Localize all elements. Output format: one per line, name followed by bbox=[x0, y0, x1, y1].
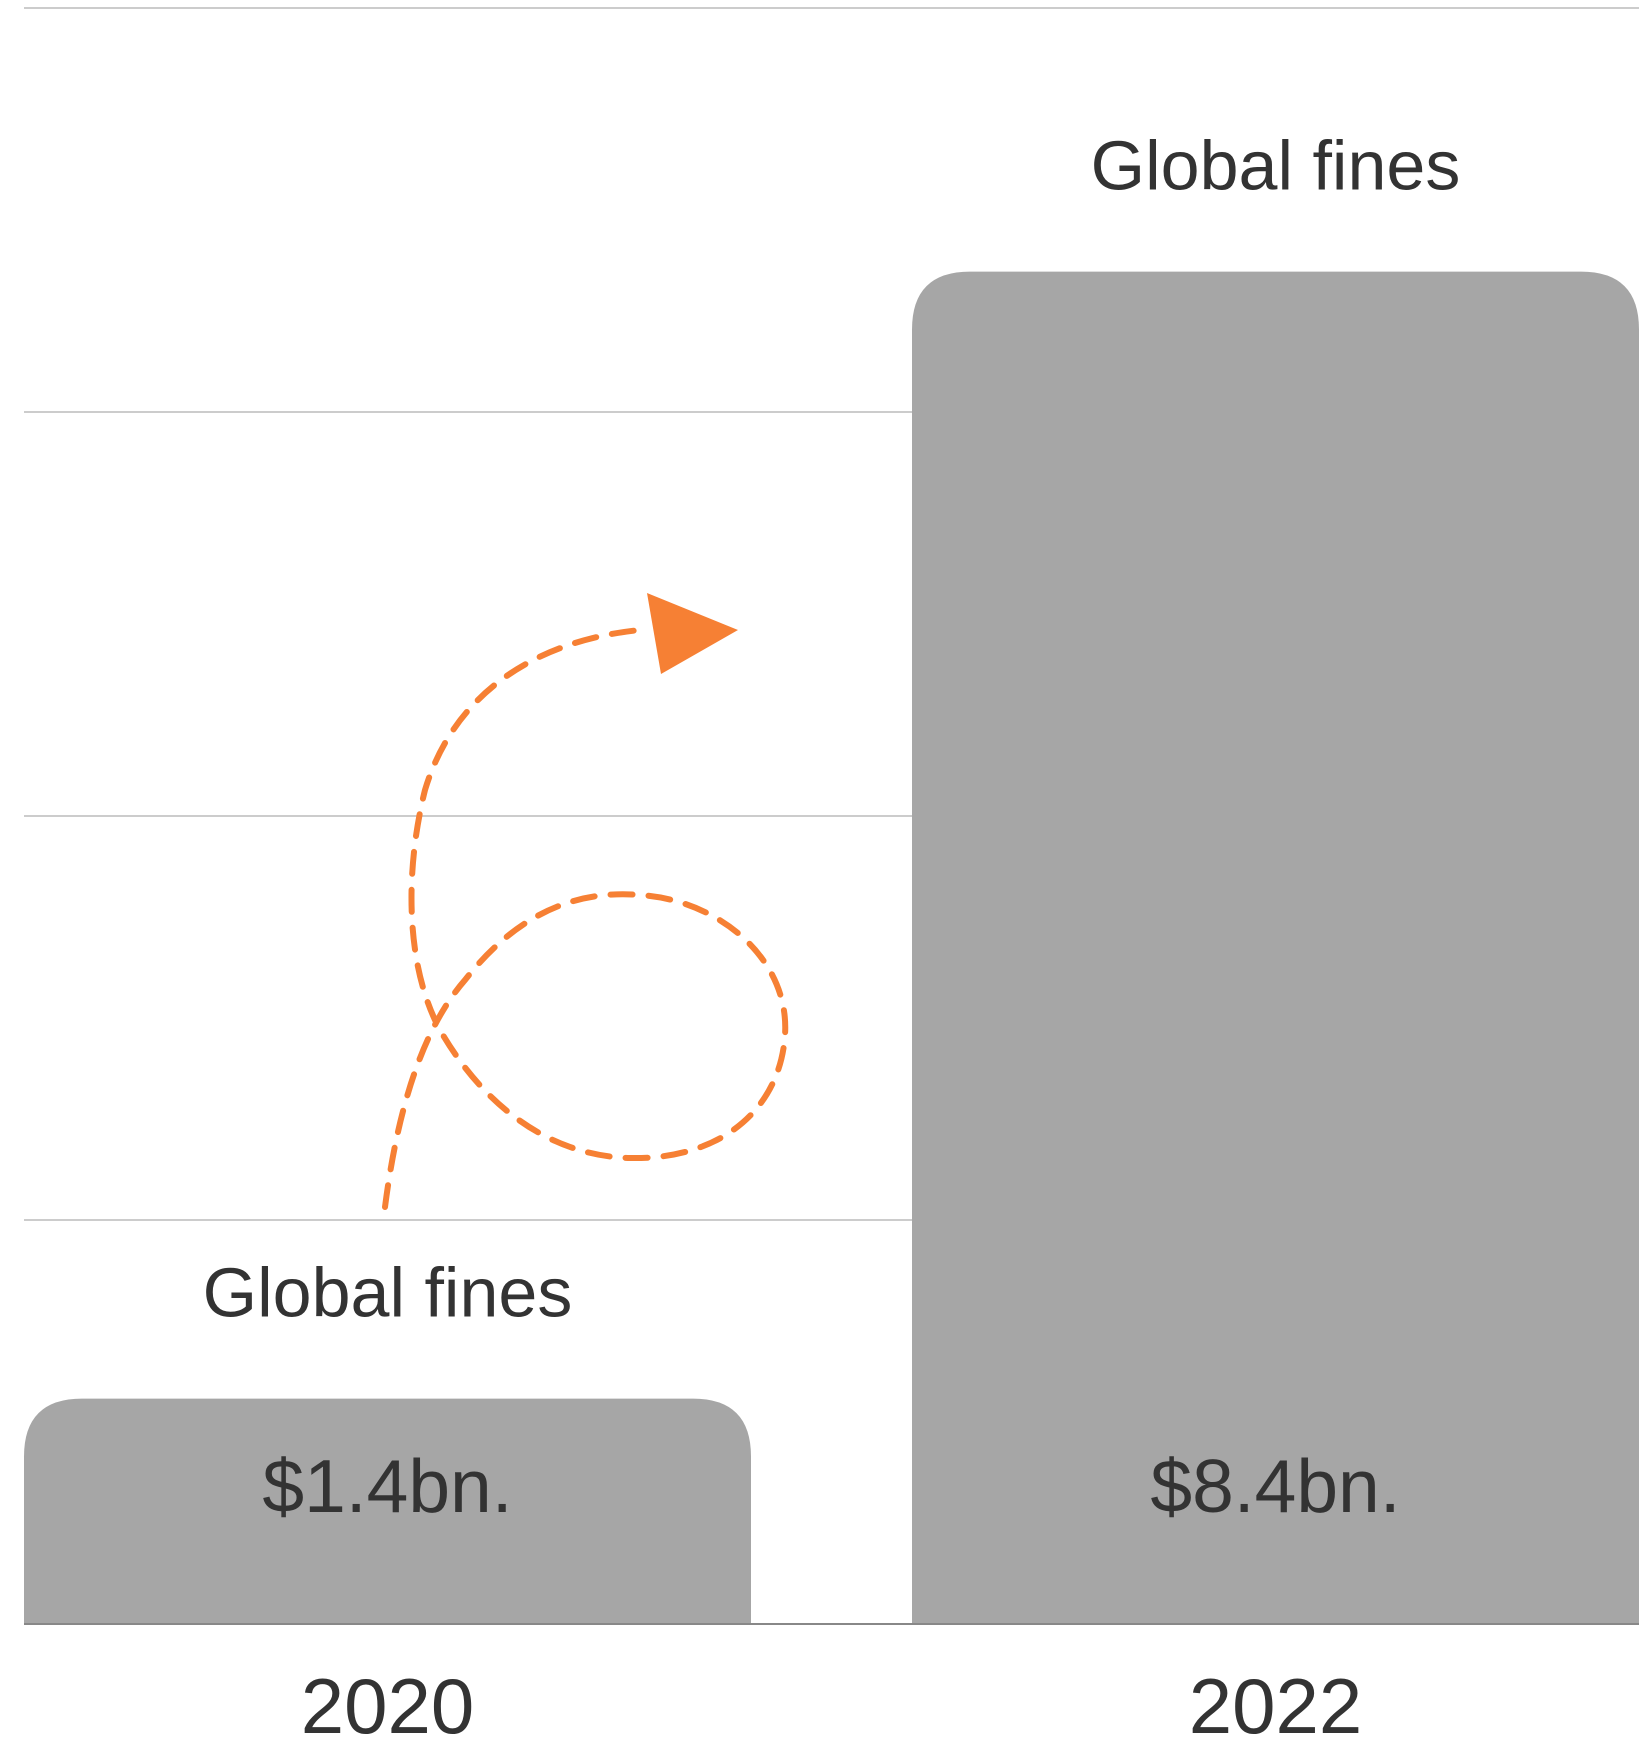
bar-2020 bbox=[24, 1398, 751, 1624]
bars bbox=[24, 271, 1639, 1625]
bar-2022 bbox=[912, 271, 1639, 1625]
value-label-2020: $1.4bn. bbox=[262, 1444, 512, 1528]
dashed-loop-path bbox=[382, 627, 789, 1210]
x-tick-label-2022: 2022 bbox=[1189, 1662, 1363, 1750]
bar-title-2020: Global fines bbox=[203, 1254, 573, 1332]
value-label-2022: $8.4bn. bbox=[1150, 1444, 1400, 1528]
arrowhead-icon bbox=[647, 593, 738, 674]
bar-title-2022: Global fines bbox=[1091, 127, 1461, 205]
growth-arrow-icon bbox=[382, 593, 789, 1210]
x-tick-label-2020: 2020 bbox=[301, 1662, 475, 1750]
